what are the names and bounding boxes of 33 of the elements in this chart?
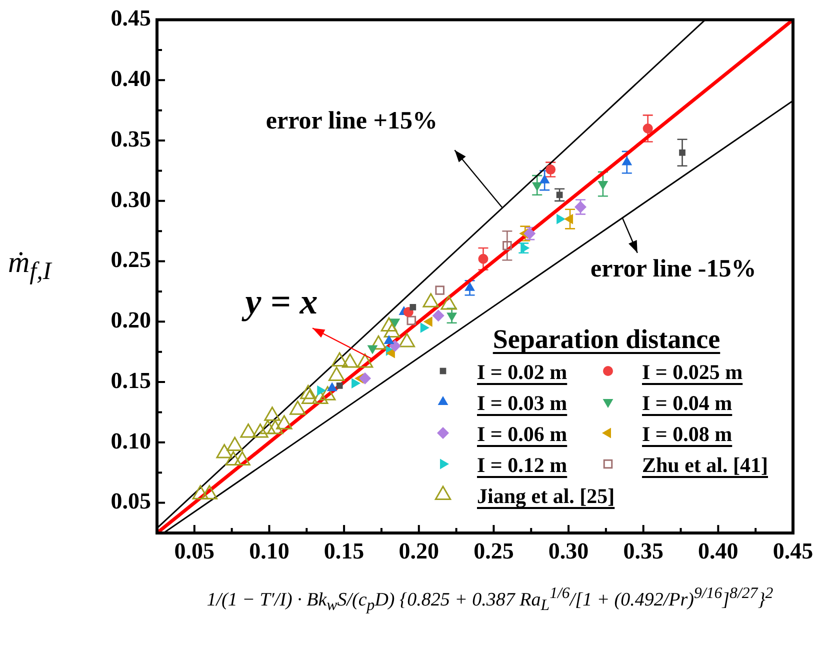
legend-label: Jiang et al. [25]	[477, 484, 615, 508]
x-tick-label: 0.20	[398, 538, 440, 564]
y-tick-label: 0.35	[110, 126, 151, 152]
legend-label: I = 0.12 m	[477, 453, 568, 477]
y-tick-label: 0.45	[110, 6, 151, 31]
y-tick-label: 0.40	[110, 66, 151, 92]
annotation: y = x	[241, 281, 318, 322]
x-tick-label: 0.30	[548, 538, 589, 564]
y-tick-label: 0.10	[110, 428, 151, 454]
legend-title: Separation distance	[492, 324, 720, 354]
y-axis-title: ṁ$_{f,I}$	[8, 246, 52, 286]
x-tick-label: 0.25	[474, 538, 514, 564]
legend-label: I = 0.03 m	[477, 391, 568, 415]
x-tick-label: 0.15	[324, 538, 364, 564]
x-tick-label: 0.45	[772, 538, 814, 564]
y-tick-label: 0.15	[110, 368, 151, 393]
text: 1/(1 − T′/I) · Bk$_{w}$S/(c$_{p}$D) {0.825 + 0.387 Ra$_{L}$$^{1/6}$/[1 + (0.492/Pr)$^{9/16}$]$^{8/27}$}$^{2}$	[206, 585, 774, 614]
x-tick-label: 0.05	[174, 538, 215, 564]
legend-label: I = 0.025 m	[642, 360, 744, 384]
annotation: error line -15%	[590, 255, 756, 282]
x-tick-label: 0.10	[249, 538, 290, 564]
x-tick-label: 0.35	[623, 538, 664, 564]
y-tick-label: 0.25	[110, 247, 151, 272]
legend-label: I = 0.06 m	[477, 422, 568, 446]
annotation: error line +15%	[266, 108, 438, 135]
y-tick-label: 0.05	[110, 488, 151, 514]
x-tick-label: 0.40	[698, 538, 738, 564]
y-tick-label: 0.20	[110, 308, 151, 333]
legend-label: Zhu et al. [41]	[642, 453, 768, 477]
legend-label: I = 0.04 m	[642, 391, 733, 415]
legend-label: I = 0.08 m	[642, 422, 733, 446]
legend-label: I = 0.02 m	[477, 360, 568, 384]
y-tick-label: 0.30	[110, 186, 151, 212]
